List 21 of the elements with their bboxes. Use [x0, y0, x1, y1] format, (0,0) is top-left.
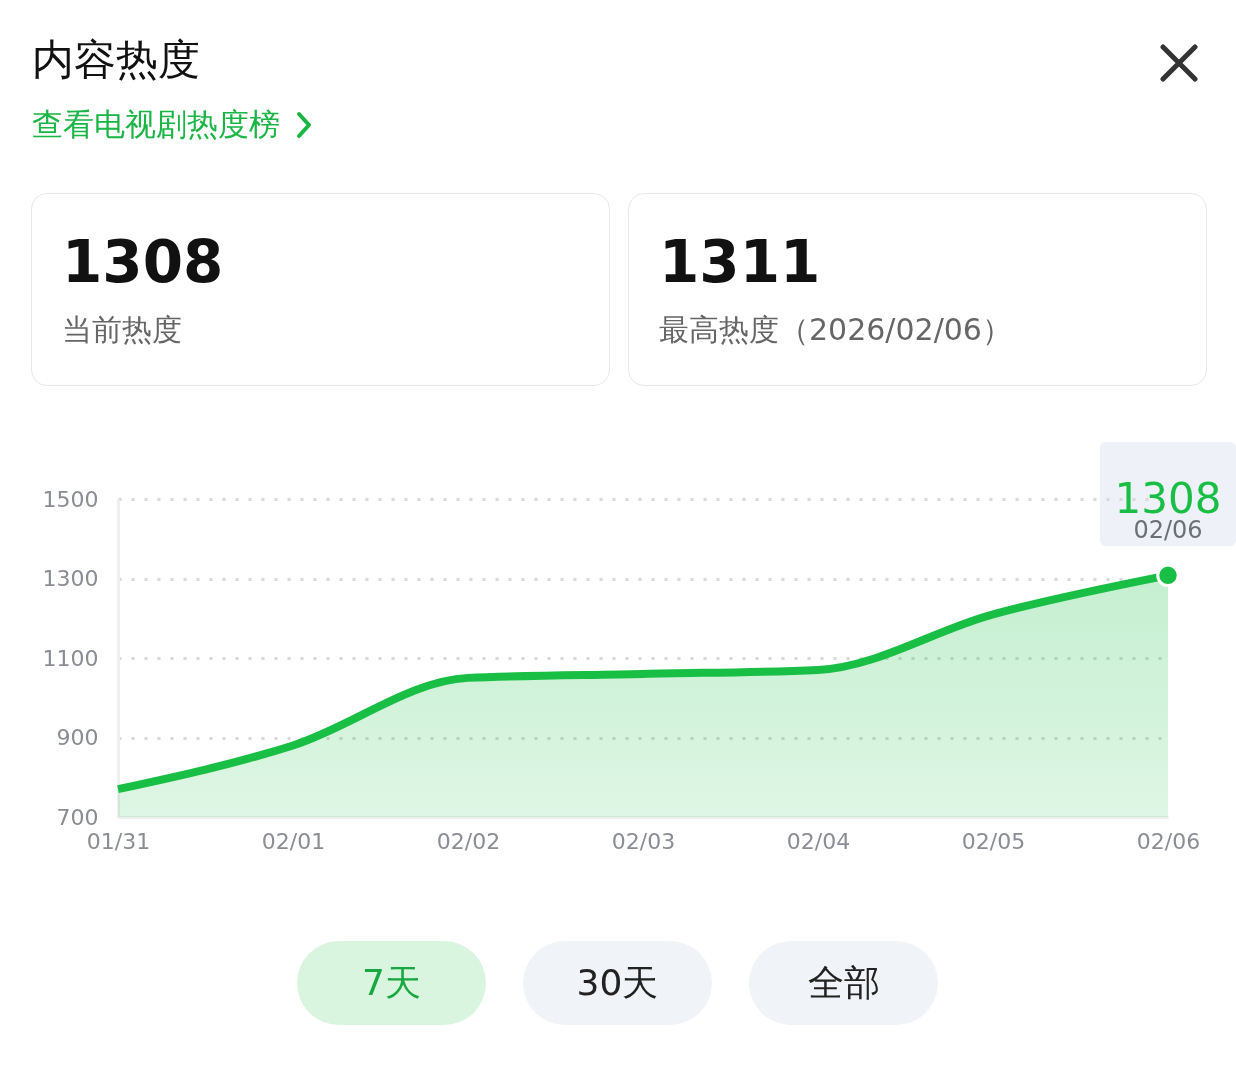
y-tick-label: 1100 — [42, 645, 99, 671]
x-tick-label: 02/06 — [1136, 828, 1201, 854]
text: 全部 — [749, 941, 938, 1025]
x-tick-label: 02/01 — [261, 828, 326, 854]
x-tick-label: 02/04 — [786, 828, 851, 854]
text: 当前热度 — [62, 311, 182, 349]
text: 30天 — [523, 941, 712, 1025]
y-tick-label: 700 — [56, 804, 99, 830]
y-tick-label: 1300 — [42, 566, 99, 591]
chart-subtitle: 查看电视剧热度榜 — [32, 105, 280, 144]
text: 最高热度（2026/02/06） — [659, 311, 1012, 349]
x-tick-label: 01/31 — [86, 828, 151, 854]
y-tick-label: 1500 — [42, 486, 99, 512]
text: 1311 — [659, 228, 821, 296]
text: 7天 — [297, 941, 486, 1025]
x-tick-label: 02/02 — [436, 828, 501, 854]
y-tick-label: 900 — [56, 725, 99, 750]
chart-title: 内容热度 — [32, 34, 200, 86]
x-tick-label: 02/05 — [961, 828, 1026, 854]
text: 1308 — [62, 228, 224, 296]
x-tick-label: 02/03 — [611, 828, 676, 854]
